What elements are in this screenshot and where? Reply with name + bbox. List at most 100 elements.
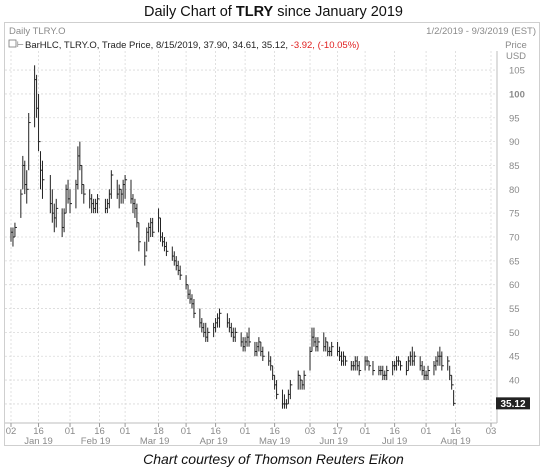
y-tick-label: 100 [509,89,525,100]
x-tick-label: 16 [389,426,400,437]
hlc-bar[interactable] [289,380,293,400]
y-tick-label: 40 [509,376,520,387]
hlc-bar[interactable] [331,341,334,357]
month-label: Mar 19 [140,436,170,445]
hlc-bar[interactable] [179,265,183,280]
hlc-bar[interactable] [368,361,372,371]
hlc-bar[interactable] [193,299,196,319]
month-label: May 19 [259,436,290,445]
hlc-bar[interactable] [427,365,431,381]
y-tick-label: 90 [509,137,520,148]
y-tick-label: 85 [509,161,520,172]
x-tick-label: 03 [305,426,316,437]
hlc-bar[interactable] [28,113,31,171]
quote-legend: ⊢ BarHLC, TLRY.O, Trade Price, 8/15/2019… [8,39,359,51]
quote-change: -3.92, (-10.05%) [291,40,360,51]
hlc-bar[interactable] [20,189,23,218]
x-tick-label: 17 [332,426,343,437]
hlc-bar[interactable] [372,361,375,376]
hlc-bar[interactable] [358,361,362,376]
x-tick-label: 16 [33,426,44,437]
chart-title: Daily Chart of TLRY since January 2019 [144,4,403,20]
hlc-bar[interactable] [262,346,265,361]
x-tick-label: 16 [210,426,221,437]
y-tick-label: 75 [509,209,520,220]
hlc-bar[interactable] [317,337,320,352]
last-price-badge: 35.12 [496,397,530,410]
x-tick-label: 18 [153,426,164,437]
month-label: Jun 19 [319,436,348,445]
y-tick-label: 65 [509,256,520,267]
hlc-bar[interactable] [69,189,73,214]
hlc-bar[interactable] [41,160,45,199]
hlc-bar[interactable] [453,390,456,406]
hlc-bar[interactable] [38,93,41,152]
y-tick-label: 60 [509,280,520,291]
hlc-bar[interactable] [26,170,29,204]
hlc-bar[interactable] [110,170,114,199]
y-tick-label: 45 [509,352,520,363]
hlc-bar[interactable] [441,351,444,371]
hlc-bar[interactable] [400,361,403,371]
y-tick-label: 95 [509,113,520,124]
date-range-label: 1/2/2019 - 9/3/2019 (EST) [426,26,536,37]
x-tick-label: 01 [360,426,371,437]
x-tick-label: 01 [181,426,192,437]
quote-values: BarHLC, TLRY.O, Trade Price, 8/15/2019, … [25,40,291,51]
hlc-bar[interactable] [124,175,128,199]
y-tick-label: 70 [509,233,520,244]
x-tick-label: 01 [240,426,251,437]
x-tick-label: 16 [450,426,461,437]
month-label: Feb 19 [81,436,111,445]
hlc-bar[interactable] [447,356,450,371]
hlc-bar[interactable] [386,365,389,381]
month-label: Apr 19 [200,436,228,445]
legend-bar-icon: ⊢ [17,40,24,49]
hlc-bar[interactable] [276,380,279,400]
x-tick-label: 01 [421,426,432,437]
hlc-bars [10,65,456,409]
x-tick-label: 03 [486,426,497,437]
hlc-bar[interactable] [14,222,17,237]
hlc-bar[interactable] [165,241,169,257]
month-label: Aug 19 [441,436,471,445]
gridlines [5,51,498,424]
hlc-bar[interactable] [413,351,417,366]
x-tick-label: 16 [94,426,105,437]
hlc-bar[interactable] [152,217,155,237]
hlc-bar[interactable] [207,327,210,342]
hlc-bar[interactable] [138,222,141,252]
legend-checkbox[interactable] [8,39,17,48]
x-tick-label: 01 [120,426,131,437]
hlc-bar[interactable] [219,308,222,328]
date-axis: 02 16 01 16 01 18 01 16 01 16 03 17 01 16 01 16 03 Jan 19… [6,423,497,447]
hlc-bar[interactable] [344,356,348,366]
chart-panel[interactable]: 35404550556065707580859095100105 0216011… [4,22,540,447]
y-tick-label: 80 [509,185,520,196]
y-tick-label: 105 [509,66,525,77]
chart-caption: Chart courtesy of Thomson Reuters Eikon [143,451,404,467]
hlc-bar[interactable] [55,198,59,228]
axis-title-usd: USD [506,51,526,62]
y-tick-label: 55 [509,304,520,315]
x-tick-label: 01 [65,426,76,437]
symbol-label: Daily TLRY.O [9,26,66,37]
hlc-bar[interactable] [234,327,238,342]
month-label: Jan 19 [24,436,53,445]
hlc-bar[interactable] [97,194,100,214]
y-tick-label: 50 [509,328,520,339]
x-tick-label: 16 [269,426,280,437]
price-chart[interactable]: 35404550556065707580859095100105 0216011… [5,23,539,447]
hlc-bar[interactable] [303,370,307,390]
hlc-bar[interactable] [451,375,454,390]
last-price-label: 35.12 [500,399,525,410]
hlc-bar[interactable] [248,327,252,347]
ticker-symbol: TLRY [235,4,274,20]
x-tick-label: 02 [6,426,17,437]
axis-title-price: Price [505,40,527,51]
month-label: Jul 19 [382,436,407,445]
hlc-bar[interactable] [144,241,147,266]
hlc-bar[interactable] [83,184,86,204]
quote-text: BarHLC, TLRY.O, Trade Price, 8/15/2019, … [25,40,359,51]
price-axis: 35404550556065707580859095100105 [509,66,525,411]
